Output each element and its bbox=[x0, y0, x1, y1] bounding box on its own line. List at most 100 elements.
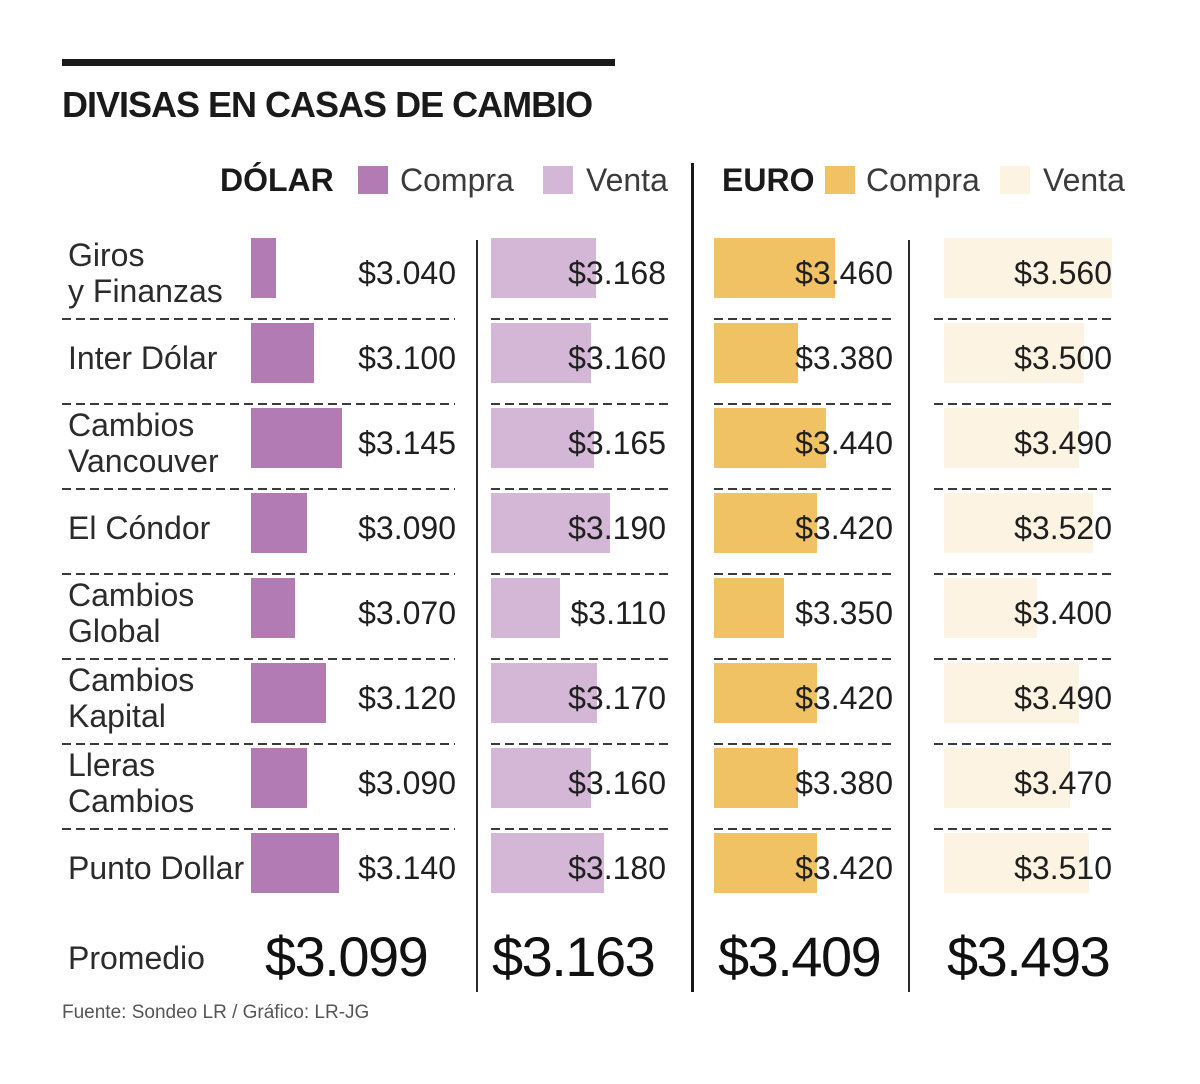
bar-dolar-venta bbox=[491, 493, 610, 553]
row-separator bbox=[62, 658, 455, 660]
average-euro-venta: $3.493 bbox=[947, 925, 1111, 988]
row-separator bbox=[714, 488, 893, 490]
value-label-dolar-venta: $3.110 bbox=[570, 595, 667, 631]
bar-dolar-compra bbox=[251, 833, 339, 893]
row-separator bbox=[491, 743, 668, 745]
row-separator bbox=[491, 318, 668, 320]
currency-divider bbox=[691, 163, 694, 992]
top-rule bbox=[62, 59, 615, 66]
row-separator bbox=[934, 828, 1112, 830]
legend-group-dolar: DÓLAR bbox=[220, 162, 334, 198]
average-row-label: Promedio bbox=[68, 940, 205, 976]
value-label-euro-venta: $3.490 bbox=[1014, 680, 1112, 716]
bar-dolar-venta bbox=[491, 663, 598, 723]
source-note: Fuente: Sondeo LR / Gráfico: LR-JG bbox=[62, 1002, 370, 1023]
bar-euro-venta bbox=[944, 323, 1084, 383]
row-separator bbox=[62, 828, 455, 830]
bar-euro-compra bbox=[714, 238, 836, 298]
value-label-dolar-compra: $3.145 bbox=[358, 425, 456, 461]
value-label-euro-compra: $3.420 bbox=[795, 680, 893, 716]
value-label-dolar-venta: $3.190 bbox=[568, 510, 666, 546]
value-label-euro-venta: $3.400 bbox=[1014, 595, 1112, 631]
bar-dolar-venta bbox=[491, 323, 591, 383]
legend-swatch-euro-compra bbox=[825, 166, 855, 194]
legend-label-dolar-venta: Venta bbox=[586, 162, 668, 198]
value-label-euro-compra: $3.440 bbox=[795, 425, 893, 461]
value-label-euro-venta: $3.490 bbox=[1014, 425, 1112, 461]
value-label-euro-compra: $3.460 bbox=[795, 255, 893, 291]
bar-euro-venta bbox=[944, 238, 1112, 298]
row-separator bbox=[491, 658, 668, 660]
bar-euro-compra bbox=[714, 748, 798, 808]
value-label-euro-compra: $3.380 bbox=[795, 765, 893, 801]
bar-euro-compra bbox=[714, 408, 826, 468]
row-separator bbox=[491, 403, 668, 405]
bar-dolar-compra bbox=[251, 578, 295, 638]
row-separator bbox=[934, 573, 1112, 575]
bar-dolar-compra bbox=[251, 748, 308, 808]
bar-dolar-compra bbox=[251, 663, 326, 723]
value-label-euro-compra: $3.420 bbox=[795, 850, 893, 886]
row-separator bbox=[491, 828, 668, 830]
bar-euro-venta bbox=[944, 833, 1089, 893]
value-label-dolar-compra: $3.070 bbox=[358, 595, 456, 631]
value-label-euro-venta: $3.470 bbox=[1014, 765, 1112, 801]
legend-group-euro: EURO bbox=[722, 162, 815, 198]
value-label-dolar-compra: $3.090 bbox=[358, 765, 456, 801]
value-label-dolar-compra: $3.040 bbox=[358, 255, 456, 291]
row-label: Cambios Kapital bbox=[68, 662, 195, 734]
row-separator bbox=[491, 573, 668, 575]
row-separator bbox=[714, 828, 893, 830]
row-separator bbox=[62, 743, 455, 745]
bar-dolar-compra bbox=[251, 323, 314, 383]
row-label: Punto Dollar bbox=[68, 850, 245, 886]
row-separator bbox=[714, 573, 893, 575]
row-separator bbox=[62, 488, 455, 490]
row-label: Inter Dólar bbox=[68, 340, 218, 376]
legend-label-dolar-compra: Compra bbox=[400, 162, 514, 198]
value-label-euro-venta: $3.560 bbox=[1014, 255, 1112, 291]
bar-euro-compra bbox=[714, 578, 784, 638]
row-separator bbox=[714, 318, 893, 320]
row-label: Cambios Global bbox=[68, 577, 195, 649]
bar-dolar-venta bbox=[491, 408, 595, 468]
value-label-dolar-venta: $3.180 bbox=[568, 850, 666, 886]
bar-dolar-compra bbox=[251, 238, 276, 298]
value-label-dolar-compra: $3.100 bbox=[358, 340, 456, 376]
row-separator bbox=[934, 658, 1112, 660]
row-separator bbox=[714, 658, 893, 660]
value-label-euro-compra: $3.350 bbox=[795, 595, 893, 631]
value-label-dolar-compra: $3.090 bbox=[358, 510, 456, 546]
bar-euro-venta bbox=[944, 493, 1094, 553]
legend-swatch-euro-venta bbox=[1000, 166, 1030, 194]
value-label-dolar-venta: $3.165 bbox=[568, 425, 666, 461]
value-label-dolar-venta: $3.168 bbox=[568, 255, 666, 291]
row-separator bbox=[62, 573, 455, 575]
row-separator bbox=[62, 403, 455, 405]
legend-label-euro-venta: Venta bbox=[1043, 162, 1125, 198]
value-label-dolar-compra: $3.120 bbox=[358, 680, 456, 716]
bar-euro-venta bbox=[944, 663, 1080, 723]
value-label-euro-venta: $3.510 bbox=[1014, 850, 1112, 886]
bar-euro-venta bbox=[944, 408, 1080, 468]
column-divider bbox=[476, 240, 478, 992]
chart-title: DIVISAS EN CASAS DE CAMBIO bbox=[62, 84, 593, 125]
row-label: Cambios Vancouver bbox=[68, 407, 219, 479]
value-label-dolar-venta: $3.160 bbox=[568, 340, 666, 376]
row-label: El Cóndor bbox=[68, 510, 211, 546]
average-dolar-venta: $3.163 bbox=[492, 925, 656, 988]
row-separator bbox=[62, 318, 455, 320]
row-separator bbox=[934, 403, 1112, 405]
value-label-euro-compra: $3.420 bbox=[795, 510, 893, 546]
value-label-dolar-venta: $3.160 bbox=[568, 765, 666, 801]
value-label-euro-venta: $3.500 bbox=[1014, 340, 1112, 376]
legend-label-euro-compra: Compra bbox=[866, 162, 980, 198]
row-separator bbox=[491, 488, 668, 490]
bar-euro-venta bbox=[944, 578, 1038, 638]
bar-dolar-compra bbox=[251, 493, 308, 553]
bar-euro-compra bbox=[714, 833, 817, 893]
row-label: Lleras Cambios bbox=[68, 747, 195, 819]
average-dolar-compra: $3.099 bbox=[265, 925, 429, 988]
